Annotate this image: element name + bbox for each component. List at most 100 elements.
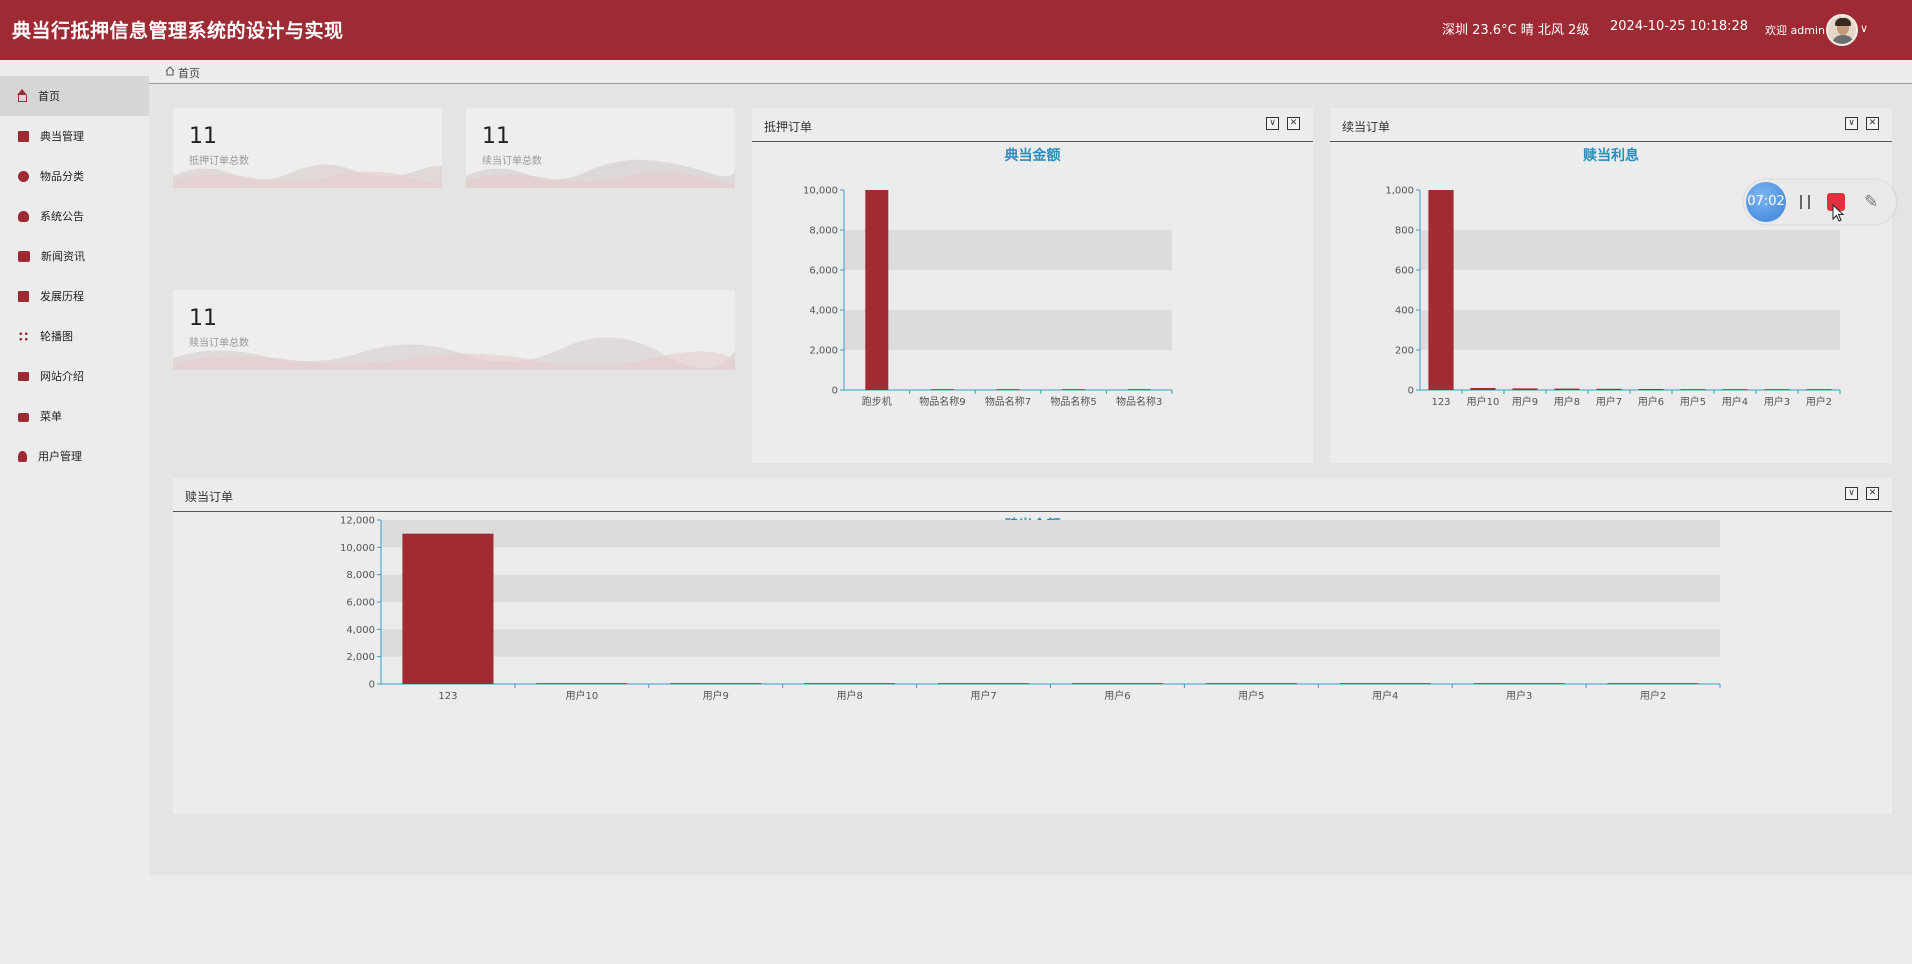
sidebar-item-pawn-management[interactable]: 典当管理 bbox=[0, 116, 149, 156]
pause-button[interactable] bbox=[1800, 195, 1810, 209]
bar[interactable] bbox=[865, 190, 889, 390]
stat-value: 11 bbox=[189, 306, 217, 331]
bar[interactable] bbox=[1428, 190, 1454, 390]
bar[interactable] bbox=[1339, 683, 1431, 684]
bar[interactable] bbox=[1071, 683, 1163, 684]
chevron-down-icon[interactable]: ∨ bbox=[1860, 22, 1869, 35]
x-tick-label: 123 bbox=[1431, 397, 1450, 408]
pen-icon[interactable]: ✎ bbox=[1864, 192, 1879, 212]
grid-band bbox=[844, 310, 1172, 350]
bar[interactable] bbox=[1473, 683, 1565, 684]
y-tick-label: 8,000 bbox=[346, 570, 375, 581]
bar[interactable] bbox=[804, 683, 896, 684]
y-tick-label: 12,000 bbox=[340, 516, 375, 527]
recording-timer: 07:02 bbox=[1746, 182, 1786, 222]
sidebar-item-home[interactable]: 首页 bbox=[0, 76, 149, 116]
sidebar-item-history[interactable]: 发展历程 bbox=[0, 276, 149, 316]
panel-mortgage-orders: 抵押订单 ∨ ✕ 典当金额 0 2,000 4,000 6,000 8,000 10,00… bbox=[752, 108, 1313, 463]
stat-label: 赎当订单总数 bbox=[189, 338, 249, 349]
sidebar-item-carousel[interactable]: 轮播图 bbox=[0, 316, 149, 356]
sidebar: 首页 典当管理 物品分类 系统公告 新闻资讯 发展历程 轮播图 网站介绍 菜单 … bbox=[0, 60, 149, 964]
bar[interactable] bbox=[1806, 389, 1832, 390]
sidebar-item-item-category[interactable]: 物品分类 bbox=[0, 156, 149, 196]
panel-title: 赎当订单 bbox=[185, 490, 234, 504]
bar[interactable] bbox=[536, 683, 628, 684]
stat-label: 抵押订单总数 bbox=[189, 156, 249, 167]
y-tick-label: 4,000 bbox=[809, 306, 838, 317]
bar[interactable] bbox=[1680, 389, 1706, 390]
sidebar-item-label: 用户管理 bbox=[38, 450, 82, 463]
sidebar-item-news[interactable]: 新闻资讯 bbox=[0, 236, 149, 276]
y-tick-label: 2,000 bbox=[809, 346, 838, 357]
stop-button[interactable] bbox=[1827, 193, 1845, 211]
x-tick-label: 用户3 bbox=[1506, 689, 1532, 702]
bar[interactable] bbox=[1205, 683, 1297, 684]
x-tick-label: 用户8 bbox=[1554, 395, 1580, 408]
x-tick-label: 用户10 bbox=[1467, 395, 1500, 408]
x-tick-label: 物品名称9 bbox=[919, 395, 965, 408]
close-button[interactable]: ✕ bbox=[1866, 487, 1879, 500]
x-tick-label: 用户8 bbox=[836, 689, 862, 702]
close-button[interactable]: ✕ bbox=[1287, 117, 1300, 130]
grid-band bbox=[381, 574, 1720, 602]
wave-decoration bbox=[173, 164, 442, 188]
welcome-text: 欢迎 admin bbox=[1765, 24, 1825, 37]
category-icon bbox=[18, 170, 29, 182]
sidebar-item-user-management[interactable]: 用户管理 bbox=[0, 436, 149, 476]
bar[interactable] bbox=[1638, 389, 1664, 390]
bar[interactable] bbox=[938, 683, 1030, 684]
bar[interactable] bbox=[1062, 389, 1086, 390]
breadcrumb-home[interactable]: 首页 bbox=[178, 67, 200, 80]
stat-value: 11 bbox=[189, 124, 217, 149]
avatar[interactable] bbox=[1826, 14, 1858, 46]
bar[interactable] bbox=[1127, 389, 1151, 390]
grid-band bbox=[1420, 310, 1840, 350]
x-tick-label: 用户3 bbox=[1764, 395, 1790, 408]
y-tick-label: 10,000 bbox=[803, 186, 838, 197]
x-tick-label: 用户9 bbox=[703, 689, 729, 702]
chart-title: 典当金额 bbox=[1004, 148, 1061, 164]
sidebar-item-announcements[interactable]: 系统公告 bbox=[0, 196, 149, 236]
bar[interactable] bbox=[1764, 389, 1790, 390]
y-tick-label: 0 bbox=[832, 386, 838, 397]
sidebar-item-site-intro[interactable]: 网站介绍 bbox=[0, 356, 149, 396]
sidebar-item-label: 发展历程 bbox=[40, 290, 84, 303]
bar[interactable] bbox=[402, 533, 494, 684]
grid-band bbox=[844, 190, 1172, 230]
bar[interactable] bbox=[1722, 389, 1748, 390]
x-tick-label: 用户2 bbox=[1640, 689, 1666, 702]
screen-recorder-widget: 07:02 ✎ bbox=[1744, 180, 1896, 224]
bar[interactable] bbox=[1554, 388, 1580, 390]
bar[interactable] bbox=[930, 389, 954, 390]
y-tick-label: 2,000 bbox=[346, 652, 375, 663]
y-tick-label: 0 bbox=[369, 680, 375, 691]
x-tick-label: 用户7 bbox=[970, 689, 996, 702]
bar[interactable] bbox=[1596, 388, 1622, 390]
collapse-button[interactable]: ∨ bbox=[1266, 117, 1279, 130]
bar[interactable] bbox=[1607, 683, 1699, 684]
bar[interactable] bbox=[996, 389, 1020, 390]
mouse-cursor-icon bbox=[1832, 204, 1844, 222]
y-tick-label: 6,000 bbox=[346, 598, 375, 609]
grid-band bbox=[844, 270, 1172, 310]
y-tick-label: 600 bbox=[1395, 266, 1414, 277]
home-icon[interactable] bbox=[165, 66, 175, 79]
book-icon bbox=[18, 130, 29, 142]
bar[interactable] bbox=[1512, 388, 1538, 390]
sidebar-item-menu[interactable]: 菜单 bbox=[0, 396, 149, 436]
website-icon bbox=[18, 371, 29, 381]
bar-chart-redeem-interest: 0 200 400 600 800 1,000 123 用户10 用户9 用户8 用户7 用户6 用户5… bbox=[1385, 186, 1841, 408]
collapse-button[interactable]: ∨ bbox=[1845, 487, 1858, 500]
close-button[interactable]: ✕ bbox=[1866, 117, 1879, 130]
x-tick-label: 跑步机 bbox=[862, 395, 892, 408]
chart-title: 赎当利息 bbox=[1583, 148, 1639, 164]
collapse-button[interactable]: ∨ bbox=[1845, 117, 1858, 130]
grid-band bbox=[381, 629, 1720, 657]
grid-band bbox=[1420, 270, 1840, 310]
grid-band bbox=[1420, 350, 1840, 390]
bar[interactable] bbox=[1470, 388, 1496, 390]
y-tick-label: 6,000 bbox=[809, 266, 838, 277]
sidebar-item-label: 轮播图 bbox=[40, 330, 73, 343]
app-title: 典当行抵押信息管理系统的设计与实现 bbox=[12, 20, 344, 42]
bar[interactable] bbox=[670, 683, 762, 684]
